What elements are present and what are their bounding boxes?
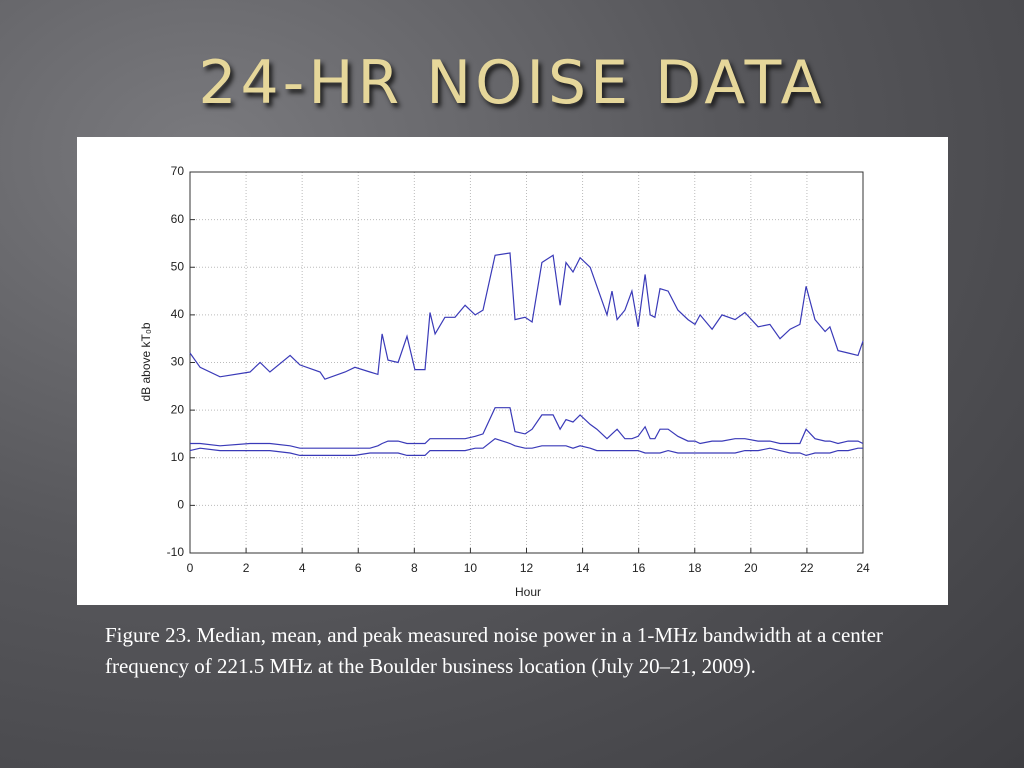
x-tick-label: 14	[576, 561, 590, 575]
y-tick-label: 30	[171, 355, 185, 369]
y-tick-label: 40	[171, 307, 185, 321]
x-tick-label: 20	[744, 561, 758, 575]
caption: Figure 23. Median, mean, and peak measur…	[105, 623, 883, 678]
x-tick-label: 2	[243, 561, 250, 575]
x-tick-label: 16	[632, 561, 646, 575]
y-tick-label: 10	[171, 450, 185, 464]
y-tick-label: 70	[171, 164, 185, 178]
x-tick-label: 10	[464, 561, 478, 575]
x-tick-label: 8	[411, 561, 418, 575]
y-tick-label: -10	[167, 545, 185, 559]
x-tick-label: 0	[187, 561, 194, 575]
y-tick-label: 50	[171, 259, 185, 273]
y-axis-label: dB above kT₀b	[139, 322, 153, 401]
line-series	[189, 252, 864, 380]
slide-title: 24-HR NOISE DATA	[198, 48, 826, 118]
x-tick-label: 18	[688, 561, 702, 575]
x-axis-label: Hour	[515, 585, 541, 599]
y-tick-label: 60	[171, 212, 185, 226]
x-tick-label: 6	[355, 561, 362, 575]
chart-panel: Hour dB above kT₀b -10 0 10 20 30 40 50 60 70 0 2 4…	[77, 137, 948, 605]
y-tick-label: 20	[171, 402, 185, 416]
x-tick-label: 24	[856, 561, 870, 575]
y-tick-label: 0	[177, 498, 184, 512]
x-tick-label: 4	[299, 561, 306, 575]
x-tick-label: 22	[800, 561, 814, 575]
x-tick-label: 12	[520, 561, 534, 575]
line-series	[190, 407, 864, 449]
line-series	[189, 438, 863, 457]
plot-frame	[189, 171, 864, 554]
